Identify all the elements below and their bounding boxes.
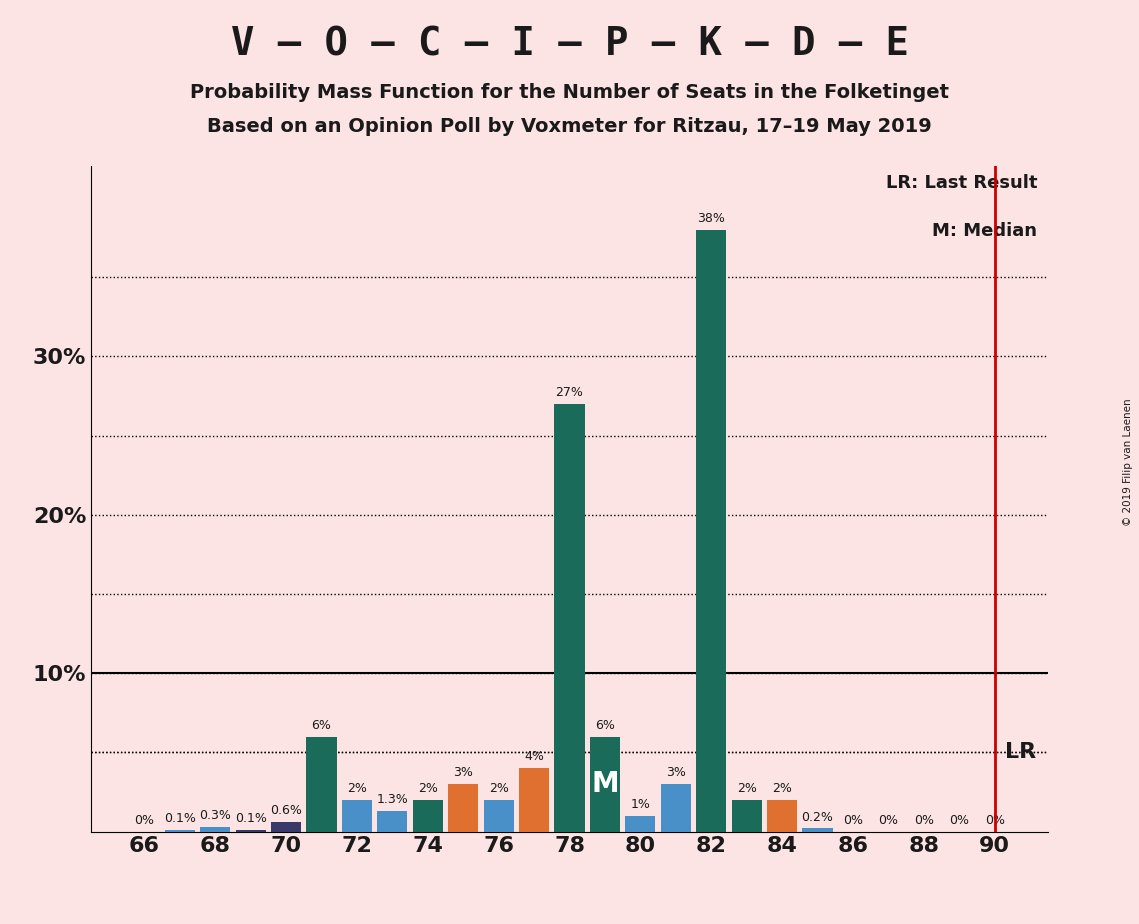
Text: Probability Mass Function for the Number of Seats in the Folketinget: Probability Mass Function for the Number… — [190, 83, 949, 103]
Text: 2%: 2% — [418, 783, 437, 796]
Text: M: M — [591, 770, 618, 798]
Bar — [767, 800, 797, 832]
Text: 0%: 0% — [985, 814, 1005, 827]
Text: 1.3%: 1.3% — [377, 794, 408, 807]
Text: 38%: 38% — [697, 212, 726, 225]
Bar — [306, 736, 336, 832]
Bar — [200, 827, 230, 832]
Text: 3%: 3% — [666, 766, 686, 779]
Bar — [590, 736, 620, 832]
Bar — [803, 829, 833, 832]
Bar — [165, 830, 195, 832]
Text: 2%: 2% — [489, 783, 509, 796]
Text: 0.1%: 0.1% — [235, 812, 267, 825]
Text: LR: Last Result: LR: Last Result — [886, 175, 1038, 192]
Bar — [731, 800, 762, 832]
Bar — [236, 830, 265, 832]
Text: 0.1%: 0.1% — [164, 812, 196, 825]
Text: LR: LR — [1006, 742, 1036, 762]
Bar — [625, 816, 655, 832]
Text: 4%: 4% — [524, 750, 544, 763]
Bar — [555, 404, 584, 832]
Bar — [484, 800, 514, 832]
Bar — [696, 230, 727, 832]
Bar — [271, 822, 301, 832]
Text: V – O – C – I – P – K – D – E: V – O – C – I – P – K – D – E — [230, 26, 909, 64]
Text: 0%: 0% — [949, 814, 969, 827]
Bar — [412, 800, 443, 832]
Text: 0.6%: 0.6% — [270, 805, 302, 818]
Text: © 2019 Filip van Laenen: © 2019 Filip van Laenen — [1123, 398, 1133, 526]
Bar — [519, 768, 549, 832]
Text: Based on an Opinion Poll by Voxmeter for Ritzau, 17–19 May 2019: Based on an Opinion Poll by Voxmeter for… — [207, 117, 932, 137]
Text: 6%: 6% — [595, 719, 615, 732]
Text: M: Median: M: Median — [932, 222, 1038, 239]
Text: 2%: 2% — [737, 783, 756, 796]
Text: 0.2%: 0.2% — [802, 810, 834, 823]
Bar — [661, 784, 691, 832]
Text: 2%: 2% — [347, 783, 367, 796]
Text: 0%: 0% — [878, 814, 899, 827]
Text: 0%: 0% — [913, 814, 934, 827]
Text: 6%: 6% — [311, 719, 331, 732]
Text: 1%: 1% — [630, 798, 650, 811]
Bar — [377, 811, 408, 832]
Text: 0.3%: 0.3% — [199, 809, 231, 822]
Bar — [342, 800, 372, 832]
Text: 2%: 2% — [772, 783, 792, 796]
Bar — [448, 784, 478, 832]
Text: 0%: 0% — [134, 814, 154, 827]
Text: 27%: 27% — [556, 386, 583, 399]
Text: 0%: 0% — [843, 814, 863, 827]
Text: 3%: 3% — [453, 766, 473, 779]
